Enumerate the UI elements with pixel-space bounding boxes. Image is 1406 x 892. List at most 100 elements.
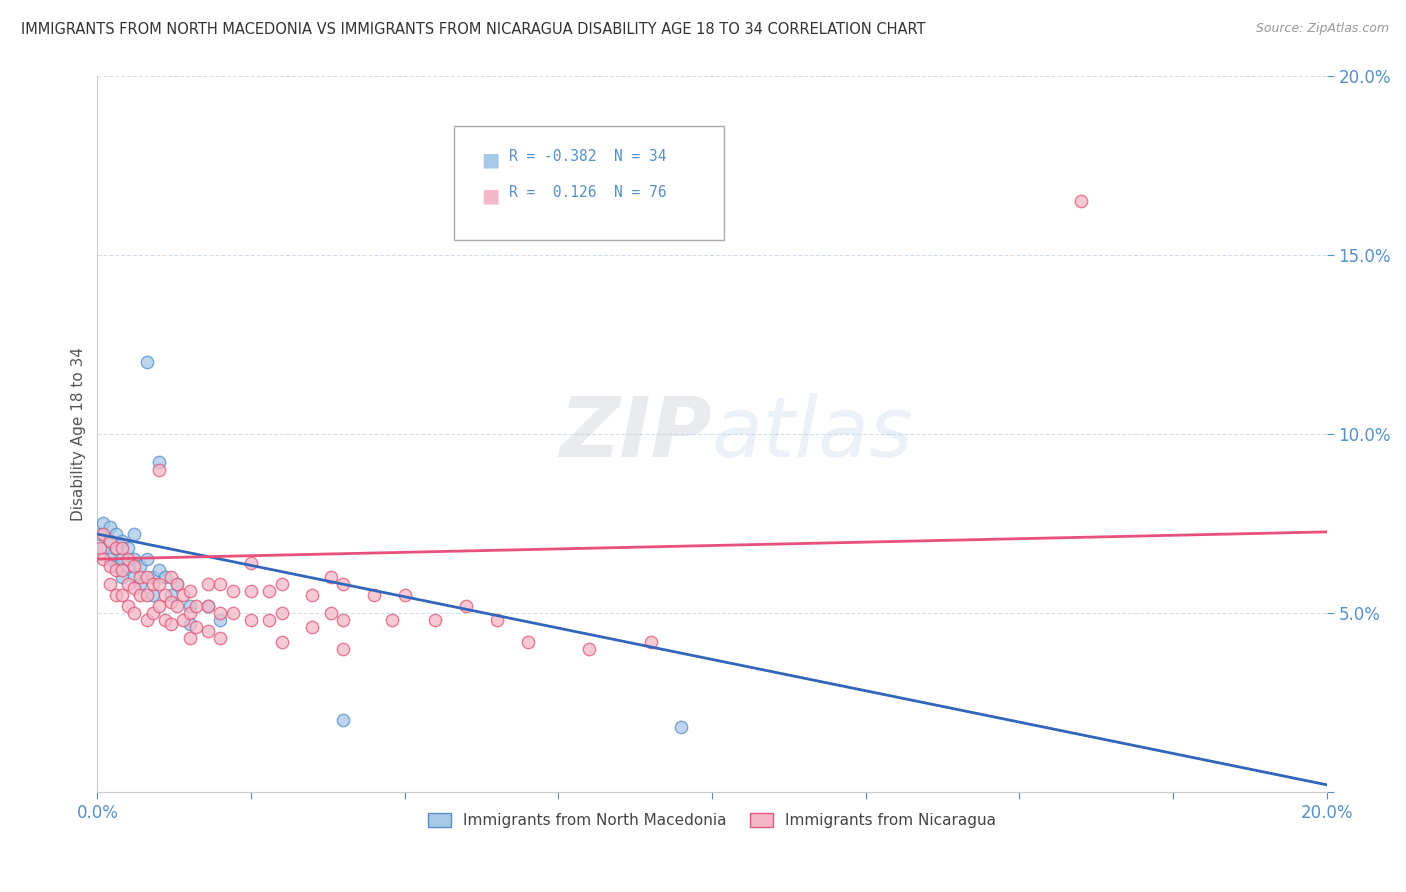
Point xyxy=(135,613,157,627)
Point xyxy=(332,613,354,627)
Point xyxy=(640,634,662,648)
Point xyxy=(122,559,145,574)
Point xyxy=(142,588,165,602)
Point xyxy=(332,577,354,591)
Point xyxy=(456,599,478,613)
Point xyxy=(98,559,121,574)
Point xyxy=(184,599,207,613)
Point xyxy=(363,588,385,602)
Point xyxy=(166,577,188,591)
Point xyxy=(122,552,145,566)
Point xyxy=(89,541,111,556)
Point xyxy=(172,588,194,602)
Point xyxy=(93,541,115,556)
Point xyxy=(259,584,281,599)
Point xyxy=(179,616,201,631)
Point xyxy=(270,606,292,620)
Point xyxy=(104,541,127,556)
Text: IMMIGRANTS FROM NORTH MACEDONIA VS IMMIGRANTS FROM NICARAGUA DISABILITY AGE 18 T: IMMIGRANTS FROM NORTH MACEDONIA VS IMMIG… xyxy=(21,22,925,37)
Point xyxy=(135,552,157,566)
Point xyxy=(153,588,176,602)
Point xyxy=(148,563,170,577)
Point xyxy=(179,631,201,645)
Point xyxy=(111,563,134,577)
Point xyxy=(117,599,139,613)
Point xyxy=(129,577,152,591)
Text: atlas: atlas xyxy=(711,393,914,475)
Point xyxy=(270,577,292,591)
Point xyxy=(98,534,121,549)
Point xyxy=(98,552,121,566)
Point xyxy=(148,577,170,591)
Point xyxy=(104,527,127,541)
Point xyxy=(122,606,145,620)
Point xyxy=(148,455,170,469)
Point xyxy=(184,620,207,634)
Point xyxy=(117,541,139,556)
Text: R =  0.126  N = 76: R = 0.126 N = 76 xyxy=(509,186,666,200)
Point xyxy=(301,620,323,634)
Point xyxy=(160,616,183,631)
Point xyxy=(671,721,693,735)
Point xyxy=(166,599,188,613)
Point xyxy=(129,559,152,574)
Point xyxy=(122,581,145,595)
Point xyxy=(122,527,145,541)
Point xyxy=(197,577,219,591)
Point xyxy=(209,577,232,591)
Point xyxy=(93,552,115,566)
Point xyxy=(166,577,188,591)
Point xyxy=(301,588,323,602)
Point xyxy=(93,527,115,541)
Point xyxy=(142,570,165,584)
Point xyxy=(153,613,176,627)
Point xyxy=(142,606,165,620)
Point xyxy=(129,570,152,584)
Text: ■: ■ xyxy=(481,151,499,169)
Point xyxy=(160,595,183,609)
Text: ZIP: ZIP xyxy=(560,393,711,475)
Point xyxy=(93,516,115,531)
Point xyxy=(135,570,157,584)
Text: Source: ZipAtlas.com: Source: ZipAtlas.com xyxy=(1256,22,1389,36)
Legend: Immigrants from North Macedonia, Immigrants from Nicaragua: Immigrants from North Macedonia, Immigra… xyxy=(422,807,1002,835)
Text: ■: ■ xyxy=(481,186,499,205)
Point xyxy=(142,577,165,591)
Point xyxy=(221,606,243,620)
Point xyxy=(485,613,508,627)
Point xyxy=(197,599,219,613)
Point xyxy=(111,588,134,602)
Point xyxy=(240,556,263,570)
Point xyxy=(394,588,416,602)
Point xyxy=(111,570,134,584)
Point xyxy=(578,641,600,656)
Point xyxy=(148,462,170,476)
Point xyxy=(104,559,127,574)
Point xyxy=(270,634,292,648)
Point xyxy=(89,527,111,541)
Point xyxy=(425,613,447,627)
Point xyxy=(135,588,157,602)
Point xyxy=(197,624,219,638)
Point xyxy=(209,606,232,620)
Point xyxy=(1070,194,1092,208)
Point xyxy=(209,631,232,645)
Point xyxy=(135,355,157,369)
Point xyxy=(117,577,139,591)
Point xyxy=(240,584,263,599)
Point xyxy=(104,588,127,602)
Point xyxy=(104,563,127,577)
Point xyxy=(160,588,183,602)
Point xyxy=(172,613,194,627)
Point xyxy=(129,588,152,602)
Point xyxy=(381,613,404,627)
Point xyxy=(98,534,121,549)
Point xyxy=(516,634,538,648)
FancyBboxPatch shape xyxy=(454,126,724,240)
Point xyxy=(319,606,342,620)
Point xyxy=(104,541,127,556)
Point xyxy=(179,584,201,599)
Text: R = -0.382  N = 34: R = -0.382 N = 34 xyxy=(509,149,666,164)
Point xyxy=(240,613,263,627)
Point xyxy=(117,559,139,574)
